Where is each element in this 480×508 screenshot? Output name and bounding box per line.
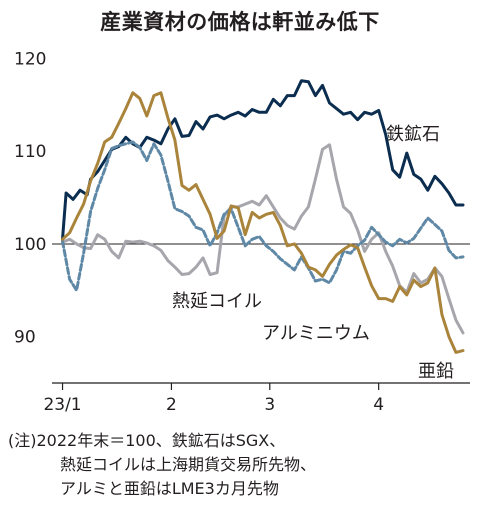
series-label: 鉄鉱石: [386, 124, 440, 145]
x-tick-label: 4: [373, 395, 384, 415]
series-label: アルミニウム: [262, 323, 370, 344]
x-tick-label: 23/1: [43, 395, 81, 415]
y-tick-label: 110: [14, 142, 46, 162]
y-tick-label: 120: [14, 50, 46, 70]
chart-lines: [61, 79, 465, 354]
series-line: [61, 143, 465, 335]
series-line: [61, 140, 465, 292]
series-line: [61, 79, 465, 241]
chart-title: 産業資材の価格は軒並み低下: [100, 10, 380, 34]
x-tick-label: 2: [166, 395, 177, 415]
x-tick-label: 3: [264, 395, 275, 415]
footnote-line-1: (注)2022年末＝100、鉄鉱石はSGX、: [8, 431, 286, 450]
series-line: [61, 91, 465, 354]
y-tick-label: 100: [14, 235, 46, 255]
footnote-line-3: アルミと亜鉛はLME3カ月先物: [60, 479, 279, 498]
footnote-line-2: 熱延コイルは上海期貨交易所先物、: [60, 455, 317, 474]
series-label: 亜鉛: [418, 361, 454, 382]
chart-axes: 90 100 110 120 23/1 2 3 4: [14, 50, 470, 415]
series-label: 熱延コイル: [172, 291, 262, 312]
y-tick-label: 90: [14, 328, 36, 348]
